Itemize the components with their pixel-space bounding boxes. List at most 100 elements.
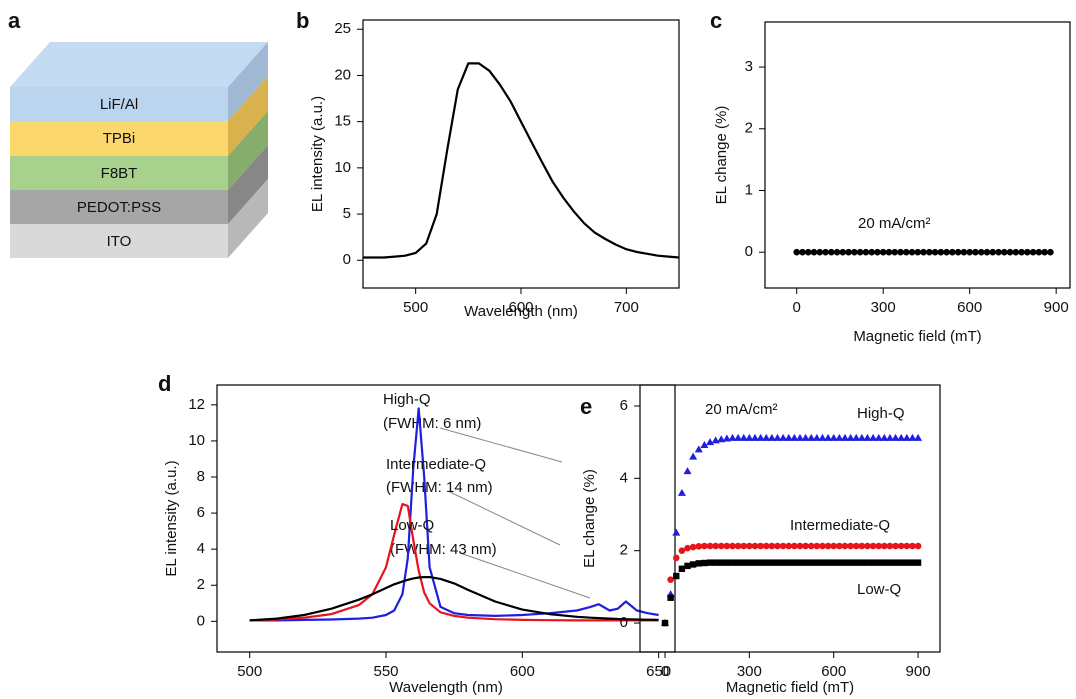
marker (869, 433, 878, 441)
marker (977, 248, 985, 256)
x-tick-label: 650 (646, 663, 671, 680)
marker (750, 433, 759, 441)
marker (881, 542, 888, 550)
marker (886, 542, 894, 550)
marker (813, 542, 821, 550)
marker (740, 559, 747, 566)
line (363, 62, 680, 259)
y-tick-label: 1 (745, 181, 753, 198)
marker (722, 434, 731, 442)
y-tick-label: 0 (197, 612, 205, 629)
marker (796, 542, 804, 550)
marker (818, 433, 827, 441)
layer-label: LiF/Al (100, 96, 138, 113)
marker (751, 542, 759, 550)
y-axis-title: EL intensity (a.u.) (309, 96, 326, 212)
y-tick-label: 2 (745, 120, 753, 137)
x-tick-label: 0 (661, 663, 669, 680)
marker (830, 559, 837, 566)
marker (790, 433, 799, 441)
marker (791, 559, 798, 566)
marker (729, 542, 736, 550)
marker (858, 559, 866, 566)
marker (833, 248, 841, 256)
marker (954, 248, 962, 256)
marker (667, 594, 674, 601)
marker (983, 248, 991, 256)
marker (897, 559, 905, 566)
marker (874, 248, 881, 256)
marker (751, 559, 759, 566)
y-tick-label: 6 (620, 397, 628, 414)
series-label: Intermediate-Q (790, 517, 890, 534)
marker (828, 248, 835, 256)
leader-line (449, 491, 561, 546)
marker (908, 433, 917, 441)
marker (824, 559, 832, 566)
marker (972, 248, 979, 256)
x-tick-label: 0 (793, 299, 801, 316)
x-tick-label: 600 (508, 299, 533, 316)
marker (840, 433, 849, 441)
y-tick-label: 8 (197, 468, 205, 485)
series-label: Low-Q (390, 517, 434, 534)
marker (678, 565, 686, 572)
y-tick-label: 10 (334, 159, 351, 176)
marker (830, 542, 838, 550)
marker (779, 542, 787, 550)
layer (10, 224, 228, 258)
marker (845, 248, 852, 256)
marker (909, 559, 916, 566)
marker (836, 542, 843, 550)
marker (683, 467, 692, 475)
marker (804, 248, 812, 256)
marker (796, 559, 804, 566)
marker (762, 542, 770, 550)
marker (739, 433, 748, 441)
marker (694, 445, 703, 453)
series-label: High-Q (383, 391, 431, 408)
annotation: (FWHM: 43 nm) (390, 541, 497, 558)
layer-label: F8BT (101, 165, 138, 182)
annotation: 20 mA/cm² (705, 401, 778, 418)
marker (711, 436, 720, 444)
marker (892, 559, 899, 566)
layer-label: ITO (107, 233, 132, 250)
marker (734, 433, 743, 441)
side-face (228, 76, 268, 156)
marker (712, 559, 719, 566)
marker (989, 248, 997, 256)
annotation: (FWHM: 14 nm) (386, 479, 493, 496)
marker (891, 248, 899, 256)
x-tick-label: 500 (403, 299, 428, 316)
series-label: Intermediate-Q (386, 456, 486, 473)
marker (723, 542, 731, 550)
y-tick-label: 25 (334, 20, 351, 37)
x-tick-label: 300 (871, 299, 896, 316)
marker (667, 576, 674, 583)
marker (763, 559, 770, 566)
annotation: 20 mA/cm² (858, 215, 931, 232)
marker (712, 542, 719, 550)
marker (1041, 248, 1048, 256)
line (249, 503, 659, 622)
marker (885, 433, 894, 441)
marker (920, 248, 927, 256)
layer-label: TPBi (103, 130, 136, 147)
marker (785, 542, 793, 550)
marker (874, 433, 883, 441)
marker (819, 542, 826, 550)
y-tick-label: 2 (197, 576, 205, 593)
y-tick-label: 0 (343, 251, 351, 268)
layer (10, 190, 228, 224)
marker (835, 433, 844, 441)
y-tick-label: 12 (188, 396, 205, 413)
side-face (228, 111, 268, 190)
marker (908, 248, 916, 256)
marker (762, 433, 771, 441)
marker (718, 559, 725, 566)
marker (807, 542, 815, 550)
series-label: Low-Q (857, 581, 901, 598)
y-tick-label: 15 (334, 113, 351, 130)
marker (802, 559, 809, 566)
